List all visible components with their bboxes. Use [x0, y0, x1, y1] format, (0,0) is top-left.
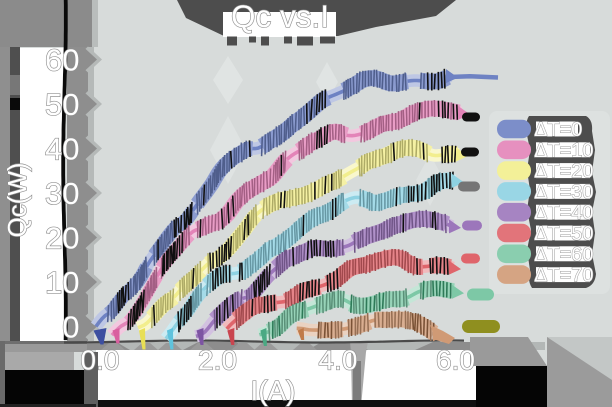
- svg-text:20: 20: [45, 221, 79, 256]
- svg-text:4.0: 4.0: [319, 345, 358, 376]
- svg-text:60: 60: [45, 43, 79, 78]
- svg-text:Qc(W): Qc(W): [2, 162, 32, 237]
- svg-text:ΔT=40: ΔT=40: [534, 202, 594, 224]
- svg-text:10: 10: [45, 265, 79, 300]
- svg-text:30: 30: [45, 176, 79, 211]
- svg-text:ΔT=60: ΔT=60: [534, 244, 594, 266]
- svg-text:ΔT=0: ΔT=0: [534, 119, 582, 141]
- svg-text:I(A): I(A): [250, 375, 295, 406]
- svg-text:0.0: 0.0: [81, 345, 120, 376]
- svg-text:Qc vs.I: Qc vs.I: [231, 0, 329, 34]
- svg-text:ΔT=50: ΔT=50: [534, 223, 594, 245]
- svg-text:ΔT=30: ΔT=30: [534, 181, 594, 203]
- svg-text:ΔT=10: ΔT=10: [534, 140, 594, 162]
- svg-text:ΔT=20: ΔT=20: [534, 161, 594, 183]
- svg-text:6.0: 6.0: [436, 345, 475, 376]
- svg-text:ΔT=70: ΔT=70: [534, 265, 594, 287]
- svg-text:40: 40: [45, 132, 79, 167]
- svg-text:50: 50: [45, 87, 79, 122]
- svg-text:2.0: 2.0: [198, 345, 237, 376]
- svg-text:0: 0: [62, 310, 79, 345]
